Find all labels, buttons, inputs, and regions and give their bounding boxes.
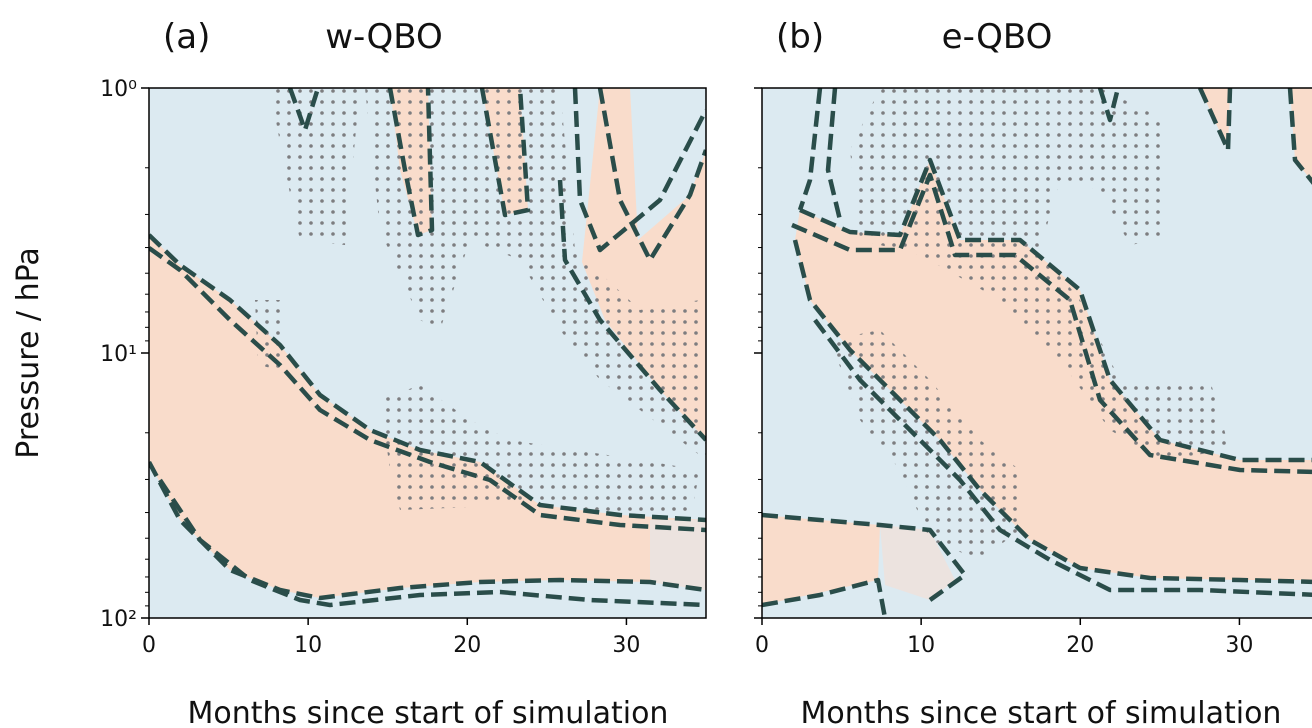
x-tick-label: 10 <box>907 633 935 658</box>
x-axis-label: Months since start of simulation <box>188 696 669 728</box>
x-tick-label: 20 <box>453 633 481 658</box>
chart-title: w-QBO <box>325 17 443 57</box>
panel-label: (a) <box>163 17 210 57</box>
y-tick-label: 10⁰ <box>100 77 137 102</box>
y-tick-label: 10¹ <box>100 342 137 367</box>
x-tick-label: 30 <box>612 633 640 658</box>
chart-title: e-QBO <box>942 17 1053 57</box>
y-tick-label: 10² <box>100 607 137 632</box>
x-tick-label: 10 <box>294 633 322 658</box>
contour-field <box>149 88 706 618</box>
y-axis-label: Pressure / hPa <box>11 247 46 458</box>
panel-label: (b) <box>776 17 824 57</box>
x-tick-label: 0 <box>755 633 769 658</box>
x-tick-label: 30 <box>1225 633 1253 658</box>
x-axis-label: Months since start of simulation <box>801 696 1282 728</box>
x-tick-label: 0 <box>142 633 156 658</box>
contour-field <box>762 88 1312 618</box>
x-tick-label: 20 <box>1066 633 1094 658</box>
